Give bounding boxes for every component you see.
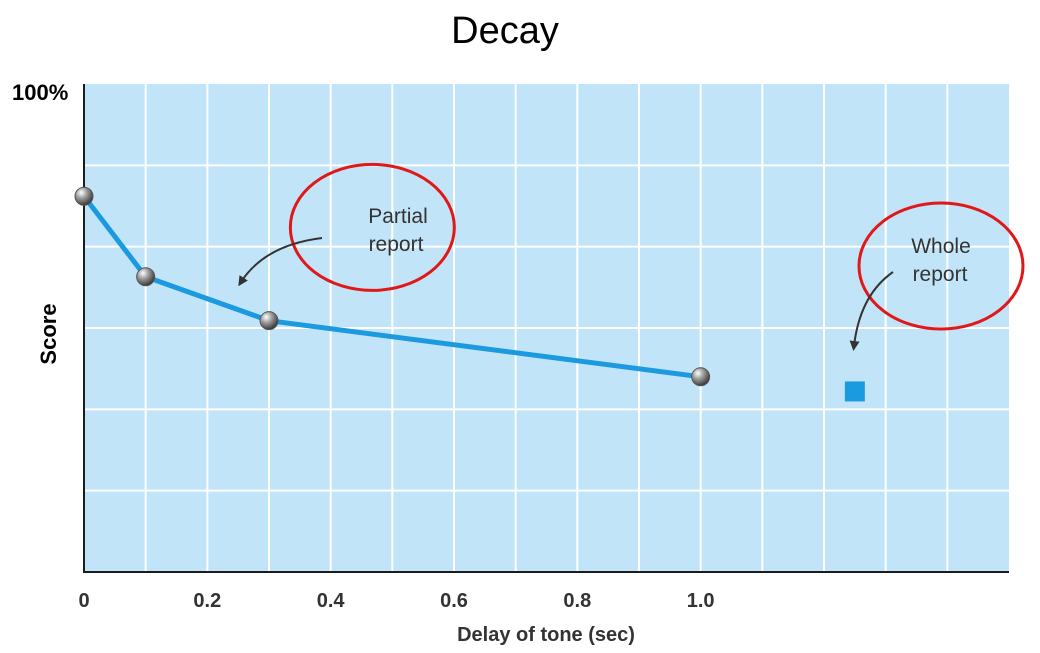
partial-report-arrow xyxy=(238,237,323,287)
x-tick-label: 0 xyxy=(78,590,89,612)
y-axis-label: Score xyxy=(36,303,61,364)
x-tick-label: 0.2 xyxy=(193,590,221,612)
data-point xyxy=(74,186,94,206)
marks xyxy=(74,186,865,402)
chart-title: Decay xyxy=(451,10,559,52)
partial-report-highlight-circle xyxy=(288,162,456,292)
series-line xyxy=(81,193,704,380)
partial-report-label-line-2: report xyxy=(369,233,424,256)
whole-report-marker xyxy=(844,381,865,402)
labels: 0 0.2 0.4 0.6 0.8 1.0 Delay of tone (sec) Score… xyxy=(12,80,1025,646)
data-point xyxy=(259,311,279,331)
x-tick-label: 0.4 xyxy=(317,590,346,612)
y-top-label: 100% xyxy=(12,80,68,105)
data-point xyxy=(691,367,711,387)
whole-report-label-line-1: Whole xyxy=(911,235,971,258)
data-point xyxy=(136,267,156,287)
x-tick-label: 0.8 xyxy=(563,590,591,612)
x-tick-label: 0.6 xyxy=(440,590,468,612)
whole-report-arrow xyxy=(849,271,894,351)
whole-report-label-line-2: report xyxy=(913,263,968,286)
axes xyxy=(83,84,1009,573)
x-tick-label: 1.0 xyxy=(687,590,715,612)
x-axis-label: Delay of tone (sec) xyxy=(457,624,635,646)
whole-report-highlight-circle xyxy=(857,201,1025,331)
partial-report-label-line-1: Partial xyxy=(368,205,428,228)
